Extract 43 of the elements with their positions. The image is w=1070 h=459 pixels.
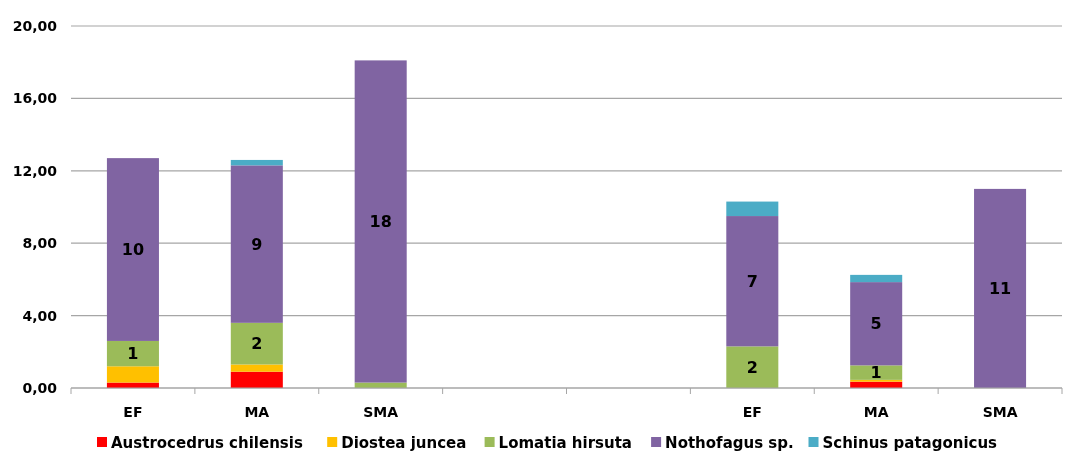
- bar: [850, 274, 903, 283]
- bar: [230, 159, 283, 166]
- bar: [106, 340, 159, 367]
- bar: [230, 364, 283, 372]
- bar: [850, 282, 903, 366]
- data-label: 1: [870, 363, 882, 383]
- bar: [726, 346, 779, 388]
- x-tick-label: MA: [863, 404, 889, 420]
- y-tick-label: 8,00: [22, 235, 58, 252]
- bar: [974, 188, 1027, 388]
- data-label: 18: [369, 212, 392, 232]
- y-tick-label: 12,00: [12, 162, 58, 179]
- bar: [230, 371, 283, 388]
- y-tick-label: 0,00: [22, 379, 58, 396]
- legend-label: Diostea juncea: [341, 434, 467, 452]
- bar: [106, 366, 159, 383]
- bar: [726, 216, 779, 347]
- x-tick-label: SMA: [363, 404, 399, 420]
- y-tick-label: 4,00: [22, 307, 58, 324]
- bar: [230, 165, 283, 323]
- y-tick-label: 20,00: [12, 17, 58, 34]
- legend-label: Lomatia hirsuta: [498, 434, 632, 452]
- data-label: 2: [251, 334, 263, 354]
- bar: [230, 322, 283, 365]
- legend-label: Nothofagus sp.: [665, 434, 794, 452]
- data-label: 2: [746, 357, 758, 377]
- bar: [354, 60, 407, 383]
- x-tick-label: MA: [244, 404, 270, 420]
- y-tick-label: 16,00: [12, 90, 58, 107]
- data-label: 1: [127, 344, 139, 364]
- legend-label: Schinus patagonicus: [822, 434, 998, 452]
- data-label: 11: [988, 279, 1012, 299]
- bar: [106, 158, 159, 341]
- legend-label: Austrocedrus chilensis: [111, 434, 303, 452]
- data-label: 9: [251, 234, 263, 254]
- x-tick-label: SMA: [982, 404, 1018, 420]
- x-tick-label: EF: [742, 404, 762, 420]
- data-label: 5: [870, 314, 882, 334]
- x-tick-label: EF: [123, 404, 143, 420]
- bar: [850, 365, 903, 380]
- bar: [726, 201, 779, 217]
- data-label: 10: [121, 240, 145, 260]
- data-label: 7: [746, 271, 758, 291]
